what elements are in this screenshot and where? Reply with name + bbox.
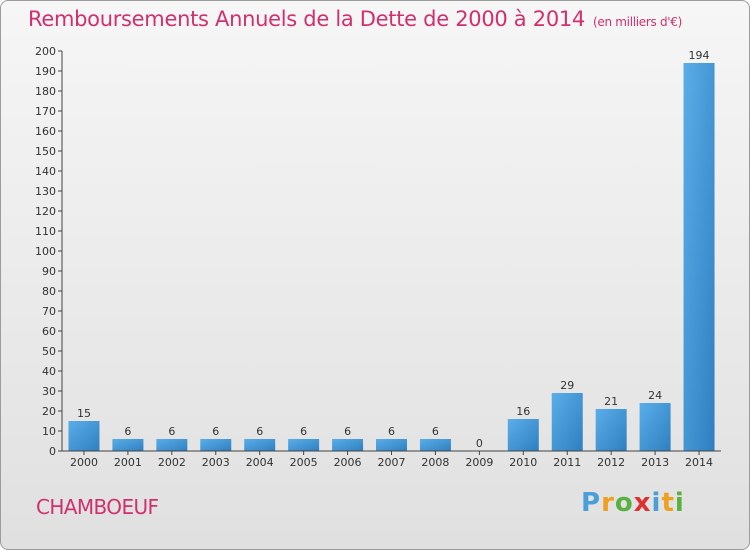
x-tick-label-2012: 2012: [597, 456, 625, 469]
proxiti-logo: Proxiti: [581, 488, 685, 518]
y-tick-label: 160: [35, 125, 56, 138]
y-tick-label: 60: [42, 325, 56, 338]
bar-chart: 0102030405060708090100110120130140150160…: [35, 45, 721, 469]
bar-2003: [200, 439, 232, 451]
x-tick-label-2000: 2000: [70, 456, 98, 469]
y-tick-label: 180: [35, 85, 56, 98]
y-tick-label: 100: [35, 245, 56, 258]
y-tick-label: 140: [35, 165, 56, 178]
y-tick-label: 50: [42, 345, 56, 358]
x-tick-label-2001: 2001: [114, 456, 142, 469]
value-label-2010: 16: [516, 405, 530, 418]
y-tick-label: 190: [35, 65, 56, 78]
value-label-2006: 6: [344, 425, 351, 438]
y-tick-label: 90: [42, 265, 56, 278]
x-tick-label-2002: 2002: [158, 456, 186, 469]
x-tick-label-2014: 2014: [685, 456, 713, 469]
bar-2000: [68, 421, 100, 451]
value-label-2002: 6: [168, 425, 175, 438]
value-label-2001: 6: [124, 425, 131, 438]
y-tick-label: 110: [35, 225, 56, 238]
bar-2008: [419, 439, 451, 451]
x-axis-ticks: 2000 2001 2002 2003 2004 2005 2006 2007 2008 2009…: [70, 451, 713, 469]
y-tick-label: 170: [35, 105, 56, 118]
chart-title-text: Remboursements Annuels de la Dette de 20…: [28, 7, 585, 31]
chart-subtitle: (en milliers d'€): [593, 15, 683, 29]
y-tick-label: 40: [42, 365, 56, 378]
value-label-2012: 21: [604, 395, 618, 408]
x-tick-label-2010: 2010: [509, 456, 537, 469]
value-label-2014: 194: [689, 49, 710, 62]
bar-2010: [507, 419, 539, 451]
y-tick-label: 80: [42, 285, 56, 298]
bar-2001: [112, 439, 144, 451]
y-tick-label: 150: [35, 145, 56, 158]
value-label-2007: 6: [388, 425, 395, 438]
value-label-2000: 15: [77, 407, 91, 420]
bar-2011: [551, 393, 583, 451]
y-tick-label: 30: [42, 385, 56, 398]
y-tick-label: 20: [42, 405, 56, 418]
y-tick-label: 120: [35, 205, 56, 218]
chart-title: Remboursements Annuels de la Dette de 20…: [28, 7, 682, 31]
x-tick-label-2013: 2013: [641, 456, 669, 469]
bar-2014: [683, 63, 715, 451]
bar-2012: [595, 409, 627, 451]
bar-2007: [376, 439, 407, 451]
x-tick-label-2011: 2011: [553, 456, 581, 469]
bar-2013: [639, 403, 671, 451]
bar-2004: [244, 439, 276, 451]
value-label-2013: 24: [648, 389, 662, 402]
x-tick-label-2004: 2004: [246, 456, 274, 469]
y-tick-label: 0: [49, 445, 56, 458]
x-tick-label-2007: 2007: [378, 456, 406, 469]
value-label-2005: 6: [300, 425, 307, 438]
x-tick-label-2008: 2008: [421, 456, 449, 469]
x-tick-label-2003: 2003: [202, 456, 230, 469]
value-label-2003: 6: [212, 425, 219, 438]
commune-name: CHAMBOEUF: [36, 495, 159, 519]
y-tick-label: 70: [42, 305, 56, 318]
x-tick-label-2005: 2005: [290, 456, 318, 469]
x-tick-label-2009: 2009: [465, 456, 493, 469]
bar-2002: [156, 439, 188, 451]
value-label-2004: 6: [256, 425, 263, 438]
bars: 15 6 6 6 6 6 6 6 6 0 16 29 21 24 194: [68, 49, 715, 451]
value-label-2009: 0: [476, 437, 483, 450]
y-tick-label: 10: [42, 425, 56, 438]
x-tick-label-2006: 2006: [334, 456, 362, 469]
bar-2006: [332, 439, 364, 451]
value-label-2008: 6: [432, 425, 439, 438]
y-tick-label: 130: [35, 185, 56, 198]
y-tick-label: 200: [35, 45, 56, 58]
value-label-2011: 29: [560, 379, 574, 392]
y-axis-ticks: 0 10 20 30 40 50 60 70 80 90 100 110 120 130 140 150 160…: [35, 45, 62, 458]
bar-2005: [288, 439, 320, 451]
